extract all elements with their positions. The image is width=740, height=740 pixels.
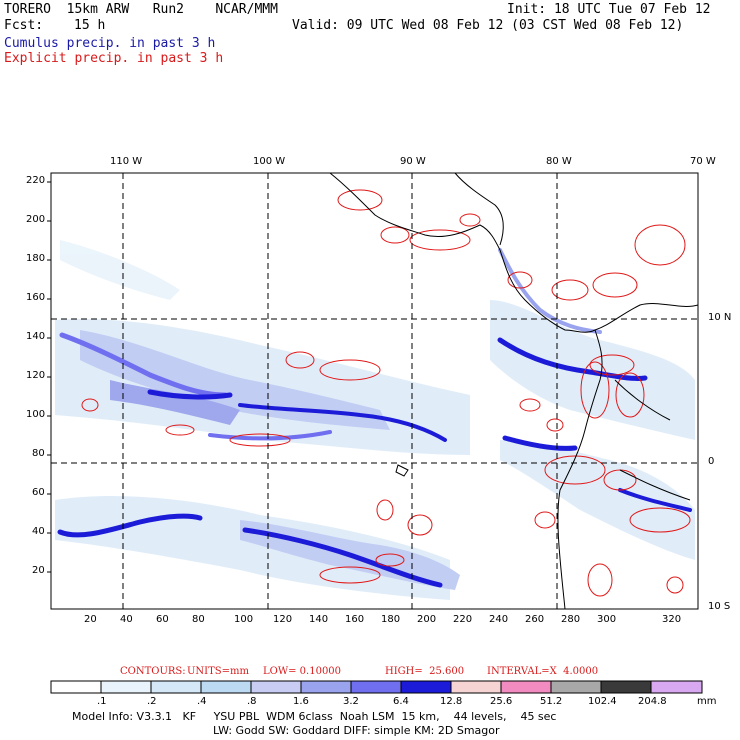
lon-label-100w: 100 W bbox=[253, 156, 286, 167]
x-tick: 260 bbox=[525, 614, 545, 625]
colorbar-label: .2 bbox=[147, 696, 157, 707]
model-info: Model Info: V3.3.1 KF YSU PBL WDM 6class… bbox=[72, 710, 557, 723]
lat-label-10n: 10 N bbox=[708, 312, 732, 323]
colorbar-label: 102.4 bbox=[588, 696, 617, 707]
y-tick: 140 bbox=[26, 331, 46, 342]
colorbar-label: 204.8 bbox=[638, 696, 667, 707]
x-tick: 20 bbox=[84, 614, 97, 625]
x-tick: 300 bbox=[597, 614, 617, 625]
y-tick: 160 bbox=[26, 292, 46, 303]
colorbar-unit: mm bbox=[697, 696, 717, 707]
lat-lon-grid bbox=[51, 173, 698, 609]
lon-label-80w: 80 W bbox=[546, 156, 572, 167]
colorbar-label: 25.6 bbox=[490, 696, 513, 707]
y-tick: 220 bbox=[26, 175, 46, 186]
valid-time: Valid: 09 UTC Wed 08 Feb 12 (03 CST Wed … bbox=[292, 18, 684, 33]
y-tick: 20 bbox=[32, 565, 45, 576]
colorbar-label: 51.2 bbox=[540, 696, 563, 707]
colorbar-label: 3.2 bbox=[343, 696, 359, 707]
x-tick: 240 bbox=[489, 614, 509, 625]
plot-title: TORERO 15km ARW Run2 NCAR/MMM bbox=[4, 2, 278, 17]
explicit-precip-contours bbox=[81, 189, 691, 597]
frame-ticks bbox=[47, 181, 51, 573]
x-tick: 140 bbox=[309, 614, 329, 625]
heavy-precip-bands bbox=[57, 248, 692, 588]
x-tick: 220 bbox=[453, 614, 473, 625]
contours-high: HIGH= 25.600 bbox=[385, 666, 465, 677]
legend-explicit: Explicit precip. in past 3 h bbox=[4, 51, 224, 66]
contours-interval: INTERVAL=X 4.0000 bbox=[487, 666, 599, 677]
y-tick: 100 bbox=[26, 409, 46, 420]
lon-label-70w: 70 W bbox=[690, 156, 716, 167]
lon-label-110w: 110 W bbox=[110, 156, 143, 167]
x-tick: 120 bbox=[273, 614, 293, 625]
colorbar bbox=[50, 680, 703, 694]
colorbar-label: 1.6 bbox=[293, 696, 309, 707]
x-tick: 80 bbox=[192, 614, 205, 625]
x-tick: 180 bbox=[381, 614, 401, 625]
contours-units: UNITS=mm bbox=[187, 666, 249, 677]
colorbar-label: .8 bbox=[247, 696, 257, 707]
lat-label-10s: 10 S bbox=[708, 601, 731, 612]
init-time: Init: 18 UTC Tue 07 Feb 12 bbox=[507, 2, 711, 17]
lon-label-90w: 90 W bbox=[400, 156, 426, 167]
y-tick: 180 bbox=[26, 253, 46, 264]
y-tick: 120 bbox=[26, 370, 46, 381]
colorbar-label: .4 bbox=[197, 696, 207, 707]
lat-label-0: 0 bbox=[708, 456, 715, 467]
y-tick: 200 bbox=[26, 214, 46, 225]
contours-low: LOW= 0.10000 bbox=[263, 666, 342, 677]
x-tick: 100 bbox=[234, 614, 254, 625]
colorbar-label: 12.8 bbox=[440, 696, 463, 707]
legend-cumulus: Cumulus precip. in past 3 h bbox=[4, 36, 216, 51]
x-tick: 200 bbox=[417, 614, 437, 625]
contours-label: CONTOURS: bbox=[120, 666, 186, 677]
forecast-hour: 15 h bbox=[74, 18, 106, 33]
x-tick: 40 bbox=[120, 614, 133, 625]
colorbar-label: 6.4 bbox=[393, 696, 409, 707]
y-tick: 80 bbox=[32, 448, 45, 459]
x-tick: 60 bbox=[156, 614, 169, 625]
x-tick: 160 bbox=[345, 614, 365, 625]
forecast-label: Fcst: bbox=[4, 18, 44, 33]
y-tick: 40 bbox=[32, 526, 45, 537]
model-physics: LW: Godd SW: Goddard DIFF: simple KM: 2D… bbox=[213, 724, 500, 737]
x-tick: 320 bbox=[662, 614, 682, 625]
colorbar-label: .1 bbox=[97, 696, 107, 707]
x-tick: 280 bbox=[561, 614, 581, 625]
y-tick: 60 bbox=[32, 487, 45, 498]
